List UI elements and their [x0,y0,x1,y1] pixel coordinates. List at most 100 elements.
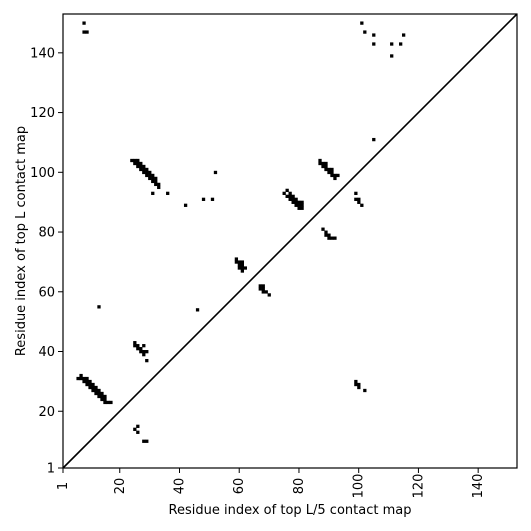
contact-points [76,21,406,443]
contact-point [136,424,140,428]
x-tick-label: 20 [113,478,128,495]
contact-point [354,191,358,196]
contact-point [88,379,92,384]
contact-point [136,164,140,169]
contact-point [139,167,143,172]
contact-point [234,257,239,261]
contact-point [85,376,89,381]
y-tick-label: 1 [47,462,55,477]
contact-point [151,179,155,184]
contact-point [357,197,361,201]
contact-point [258,284,262,288]
contact-point [85,382,89,387]
contact-point [133,158,137,163]
contact-point [148,176,152,181]
contact-point [139,164,143,169]
contact-point [213,170,218,175]
contact-point [261,284,265,288]
contact-point [237,263,242,267]
contact-point [100,397,104,402]
contact-point [237,260,242,264]
contact-point [321,161,325,166]
contact-point [363,388,367,393]
contact-point [154,182,158,187]
contact-point [291,200,295,204]
contact-point [148,173,152,178]
contact-point [240,263,245,267]
contact-point [79,376,83,381]
contact-point [297,203,301,207]
contact-point [261,287,265,291]
contact-point [321,227,325,231]
contact-point [330,236,334,240]
contact-point [297,200,301,204]
contact-point [139,347,143,351]
x-tick-label: 1 [56,482,71,490]
contact-point [133,427,137,431]
contact-point [357,200,361,204]
contact-point [261,290,265,294]
contact-point [327,233,331,237]
y-tick-label: 80 [38,226,55,241]
contact-point [88,385,92,390]
contact-point [157,182,161,187]
contact-point [285,188,289,193]
contact-point [333,173,337,178]
contact-point [324,233,328,237]
contact-point [243,266,247,270]
contact-point [142,170,146,175]
contact-point [82,21,86,25]
contact-point [136,158,140,163]
contact-point [130,158,134,163]
contact-point [237,266,242,270]
contact-point [354,197,358,201]
contact-point [399,42,403,46]
contact-point [240,266,245,270]
contact-point [133,341,137,345]
contact-point [103,394,107,399]
contact-point [324,167,328,172]
contact-point [76,376,80,381]
contact-point [88,382,92,387]
contact-point [79,373,83,378]
contact-point [136,161,140,166]
contact-point [142,167,146,172]
contact-point [318,161,322,166]
contact-point [330,173,334,178]
diagonal-line [62,13,518,469]
contact-point [166,191,170,196]
contact-point [285,194,289,198]
x-tick-label: 60 [232,478,247,495]
contact-point [318,158,322,163]
contact-point [258,287,262,291]
contact-point [372,137,376,142]
contact-point [327,236,331,240]
contact-point [151,176,155,181]
contact-point [97,388,101,393]
contact-point [100,391,104,396]
y-tick-label: 20 [38,405,55,420]
contact-point [234,260,239,264]
contact-point [294,197,298,201]
contact-point [97,394,101,399]
contact-point [210,197,215,201]
contact-point [360,203,364,207]
contact-point [145,358,149,363]
contact-point [363,30,367,34]
contact-point [294,200,298,204]
contact-point [300,206,304,210]
contact-point [142,344,146,348]
contact-point [264,290,268,294]
contact-point [327,167,331,172]
contact-point [240,260,245,264]
contact-point [97,391,101,396]
y-tick-label: 100 [30,166,55,181]
contact-point [354,379,358,384]
contact-point [139,350,143,354]
contact-point [300,200,304,204]
contact-point [133,344,137,348]
contact-point [145,350,149,354]
contact-point [145,439,149,443]
contact-point [94,385,98,390]
